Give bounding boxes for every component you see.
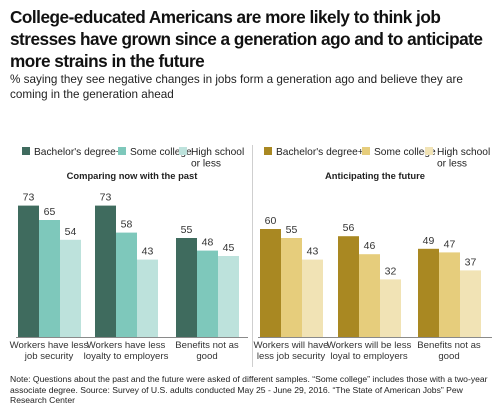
bar	[176, 238, 197, 337]
legend-label: Some college	[130, 147, 192, 158]
bar-value-label: 47	[444, 238, 456, 250]
bar-value-label: 60	[265, 215, 277, 227]
bar-value-label: 32	[385, 265, 397, 277]
category-label: Benefits not as good	[175, 340, 239, 362]
bar	[260, 229, 281, 337]
bar	[281, 238, 302, 337]
legend-label: High school or less	[437, 147, 490, 170]
panel-title: Comparing now with the past	[67, 170, 198, 181]
bar-value-label: 43	[142, 246, 154, 258]
legend-swatch	[264, 147, 272, 155]
bar	[460, 270, 481, 337]
legend-label: Some college	[374, 147, 436, 158]
bar	[302, 259, 323, 337]
legend-swatch	[22, 147, 30, 155]
bar	[95, 205, 116, 337]
note-text: Note: Questions about the past and the f…	[10, 374, 488, 395]
legend-label: Bachelor's degree+	[276, 147, 364, 158]
panel-title: Anticipating the future	[325, 170, 425, 181]
bar	[137, 259, 158, 337]
bar	[359, 254, 380, 337]
chart-note: Note: Questions about the past and the f…	[10, 374, 496, 406]
bar	[218, 256, 239, 337]
bar	[418, 248, 439, 337]
category-label: Workers will have less job security	[254, 340, 329, 362]
bar	[338, 236, 359, 337]
bar	[439, 252, 460, 337]
bar	[380, 279, 401, 337]
bar-value-label: 54	[65, 226, 77, 238]
bar-value-label: 65	[44, 206, 56, 218]
category-label: Workers have less job security	[10, 340, 89, 362]
bar-value-label: 46	[364, 240, 376, 252]
legend-label: Bachelor's degree+	[34, 147, 122, 158]
legend-label: High school or less	[191, 147, 244, 170]
bar-value-label: 73	[100, 192, 112, 204]
chart-title: College-educated Americans are more like…	[10, 7, 483, 71]
bar-value-label: 45	[223, 242, 235, 254]
bar	[197, 250, 218, 337]
chart-subtitle: % saying they see negative changes in jo…	[10, 73, 463, 101]
bar-value-label: 37	[465, 256, 477, 268]
legend-swatch	[362, 147, 370, 155]
legend-swatch	[179, 147, 187, 155]
bar-value-label: 55	[286, 224, 298, 236]
legend-swatch	[425, 147, 433, 155]
bar-value-label: 56	[343, 222, 355, 234]
category-label: Workers will be less loyal to employers	[327, 340, 412, 362]
legend-swatch	[118, 147, 126, 155]
bar	[39, 220, 60, 337]
category-label: Workers have less loyalty to employers	[84, 340, 169, 362]
bar-value-label: 43	[307, 246, 319, 258]
bar	[60, 239, 81, 337]
category-label: Benefits not as good	[417, 340, 481, 362]
bar-value-label: 49	[423, 235, 435, 247]
bar-value-label: 58	[121, 219, 133, 231]
bar-value-label: 73	[23, 192, 35, 204]
bar	[116, 232, 137, 337]
bar-value-label: 55	[181, 224, 193, 236]
source-org: Pew Research Center	[10, 384, 463, 406]
bar-value-label: 48	[202, 237, 214, 249]
bar	[18, 205, 39, 337]
